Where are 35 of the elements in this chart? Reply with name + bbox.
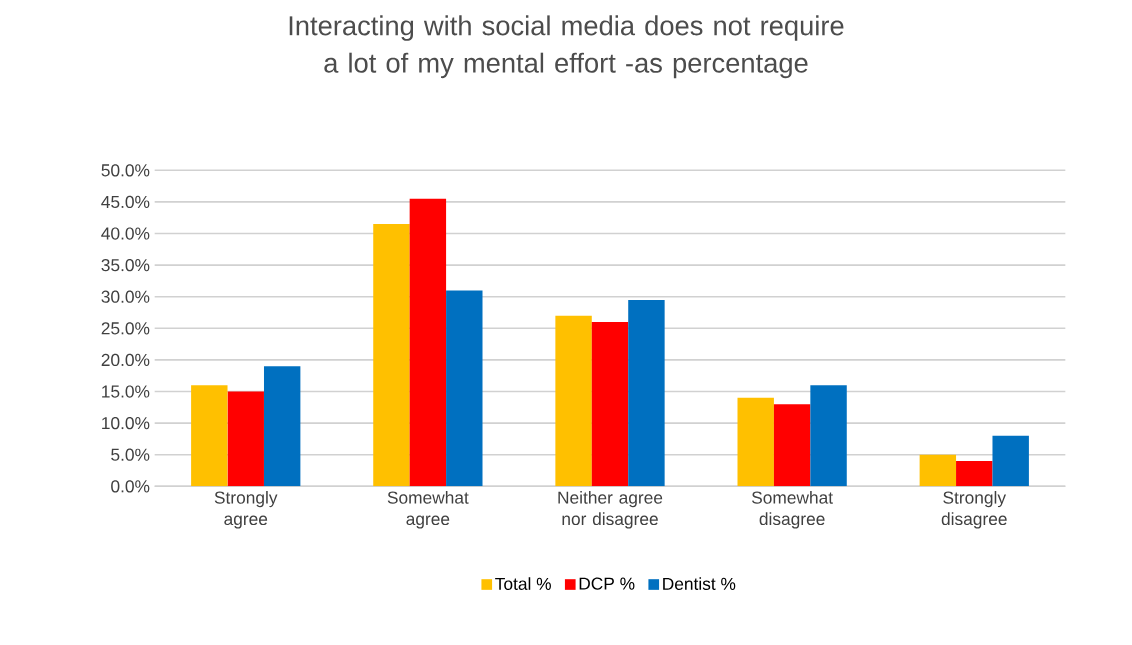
y-tick-label: 25.0% <box>101 322 150 335</box>
bar <box>628 299 665 487</box>
y-tick-label: 15.0% <box>102 385 150 398</box>
bar <box>919 454 957 487</box>
bar <box>773 404 811 487</box>
bar <box>992 435 1029 487</box>
bar <box>373 224 410 487</box>
bar <box>409 198 447 487</box>
x-tick-label: Neither agree nor disagree <box>558 491 663 529</box>
bar <box>810 385 847 487</box>
y-tick-label: 30.0% <box>101 290 150 303</box>
legend-label: Total % <box>495 577 551 590</box>
y-tick-label: 0.0% <box>111 480 150 493</box>
legend-label: Dentist % <box>663 577 736 590</box>
bar <box>591 322 629 487</box>
y-tick-label: 35.0% <box>101 258 150 272</box>
y-tick-label: 40.0% <box>101 227 150 240</box>
y-tick-label: 5.0% <box>111 448 150 461</box>
bar <box>956 461 993 487</box>
x-tick-label: Strongly agree <box>214 491 278 529</box>
chart-title: Interacting with social media does not require a lot of my mental effort -as percentage <box>289 15 844 79</box>
x-tick-label: Strongly disagree <box>941 491 1007 529</box>
x-tick-label: Somewhat agree <box>387 491 469 529</box>
y-tick-label: 10.0% <box>102 416 150 430</box>
y-tick-label: 20.0% <box>101 353 150 367</box>
bar <box>737 397 774 487</box>
y-tick-label: 50.0% <box>101 164 150 177</box>
legend-label: DCP % <box>579 577 635 590</box>
bar <box>446 290 483 487</box>
y-tick-label: 45.0% <box>101 195 150 209</box>
bar <box>555 315 592 487</box>
bar <box>227 391 264 487</box>
x-tick-label: Somewhat disagree <box>751 491 833 529</box>
bar <box>263 366 301 487</box>
bar <box>191 385 228 487</box>
